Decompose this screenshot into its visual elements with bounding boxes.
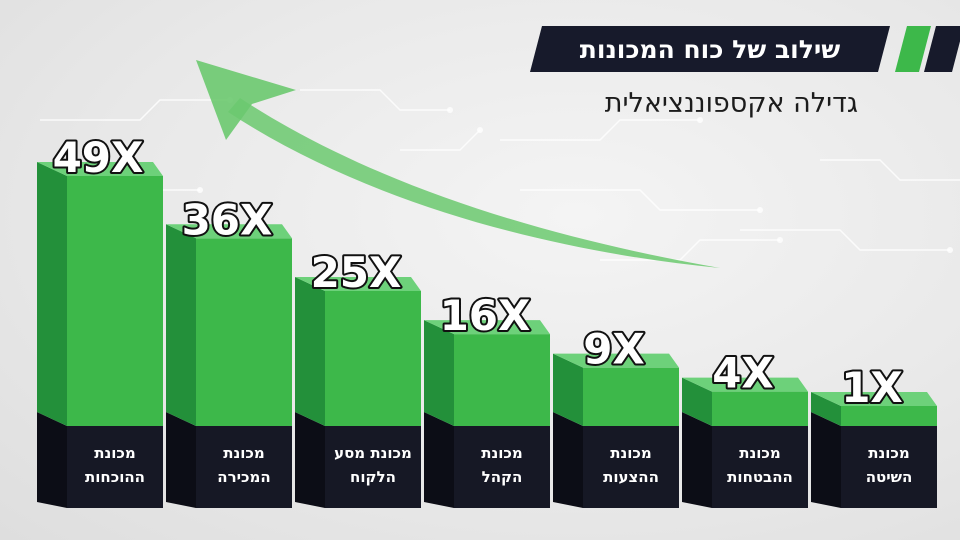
bar-top (811, 392, 937, 406)
bar-category-label: המכירה (217, 468, 270, 486)
bar-value-label: 1X (841, 363, 903, 412)
bar (325, 291, 421, 426)
bar-category-label: השיטה (866, 468, 913, 486)
bar-base-side (424, 412, 454, 508)
bar-top (295, 277, 421, 291)
bar-base-side (553, 412, 583, 508)
bar-base-side (166, 412, 196, 508)
bar-category-label: הקהל (482, 468, 523, 486)
bar-value-label: 36X (182, 195, 273, 244)
bar-base (583, 426, 679, 508)
bar-base-side (811, 412, 841, 508)
bar-base (712, 426, 808, 508)
bar-base-side (37, 412, 67, 508)
bar-base-side (682, 412, 712, 508)
bar-base (325, 426, 421, 508)
bar-category-label: מכונת (610, 444, 652, 462)
bar-category-label: ההבטחות (727, 468, 793, 486)
bar-category-label: מכונת (739, 444, 781, 462)
bar-value-label: 16X (440, 291, 531, 340)
bar-value-label: 9X (583, 325, 645, 374)
bar (712, 391, 808, 426)
page-title: שילוב של כוח המכונות (579, 34, 841, 64)
bar-base (67, 426, 163, 508)
bar-category-label: מכונת (868, 444, 910, 462)
bar-base (841, 426, 937, 508)
bar-base-side (295, 412, 325, 508)
bar-top (166, 224, 292, 239)
bar (196, 238, 292, 426)
bar-value-label: 4X (712, 349, 774, 398)
bar (454, 334, 550, 426)
bar-category-label: ההוכחות (85, 468, 145, 486)
bar-value-label: 49X (53, 133, 144, 182)
bar-side (37, 162, 67, 426)
header-banner: שילוב של כוח המכונות (530, 26, 890, 72)
trend-arrow-shaft (228, 98, 720, 268)
bar-value-label: 25X (311, 248, 402, 297)
bar-base (196, 426, 292, 508)
bar-side (295, 277, 325, 426)
bar-category-label: מכונת (223, 444, 265, 462)
bar-category-label: ההצעות (603, 468, 659, 486)
trend-arrow-head (196, 60, 296, 140)
bar-category-label: מכונת מסע (334, 444, 412, 462)
bar-side (811, 392, 841, 426)
bar-base (454, 426, 550, 508)
bar-side (166, 224, 196, 426)
bar-side (424, 320, 454, 426)
bar-side (553, 353, 583, 426)
bar-top (682, 377, 808, 392)
bar-top (553, 353, 679, 368)
bar-top (424, 320, 550, 335)
bar-category-label: מכונת (94, 444, 136, 462)
bar (67, 176, 163, 426)
bar-side (682, 377, 712, 426)
page-subtitle: גדילה אקספוננציאלית (604, 88, 858, 119)
bar (583, 367, 679, 426)
bar (841, 406, 937, 426)
bar-category-label: הלקוח (350, 468, 396, 486)
bar-category-label: מכונת (481, 444, 523, 462)
bar-top (37, 162, 163, 176)
